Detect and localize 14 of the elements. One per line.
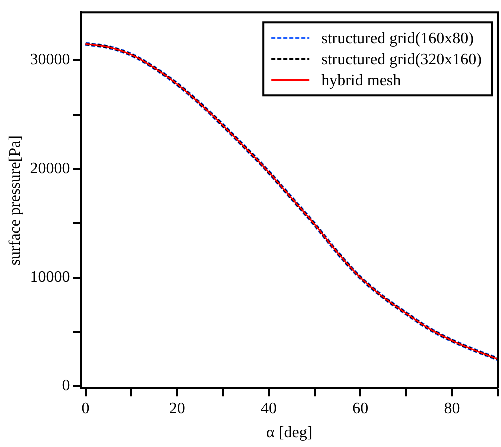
- y-tick-label: 20000: [30, 160, 70, 178]
- x-tick-label: 0: [82, 400, 90, 418]
- y-tick-label: 30000: [30, 52, 70, 69]
- legend-label: structured grid(160x80): [322, 30, 474, 48]
- x-tick-label: 40: [260, 400, 277, 418]
- legend-label: hybrid mesh: [322, 72, 402, 90]
- y-axis-title: surface pressure[Pa]: [6, 136, 24, 266]
- y-tick-label: 0: [62, 378, 70, 395]
- x-tick-label: 20: [169, 400, 186, 418]
- x-tick-label: 60: [352, 400, 369, 418]
- legend-label: structured grid(320x160): [322, 51, 482, 68]
- y-tick-label: 10000: [30, 268, 70, 286]
- x-axis-title: α [deg]: [266, 424, 313, 442]
- x-tick-label: 80: [444, 400, 460, 418]
